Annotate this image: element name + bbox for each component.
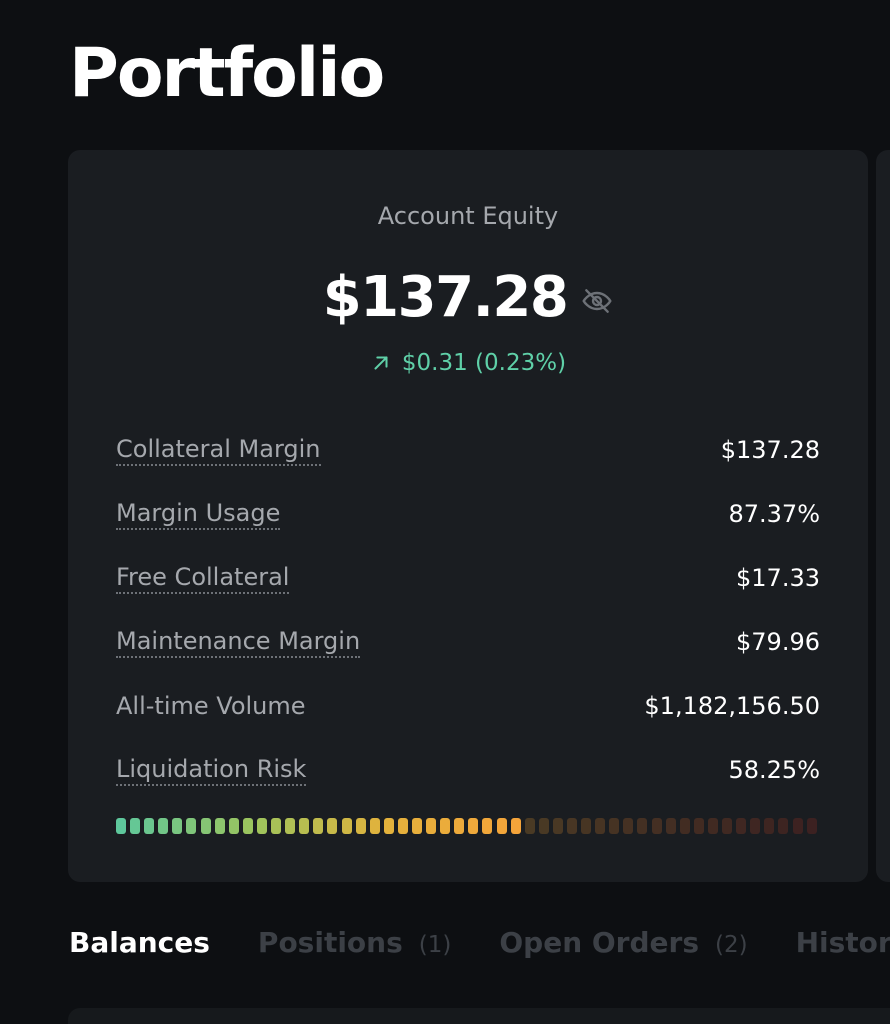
- risk-meter-segment: [397, 818, 408, 834]
- risk-meter-segment: [778, 818, 789, 834]
- risk-meter-segment: [440, 818, 451, 834]
- risk-meter-segment: [764, 818, 775, 834]
- equity-change-value: $0.31 (0.23%): [401, 350, 567, 376]
- tab-positions-label: Positions: [257, 926, 403, 959]
- risk-meter-segment: [341, 818, 352, 834]
- risk-meter-segment: [172, 818, 183, 834]
- tab-open-orders[interactable]: Open Orders (2): [499, 926, 747, 959]
- risk-meter-segment: [242, 818, 253, 834]
- risk-meter-segment: [750, 818, 761, 834]
- stat-value-margin-usage: 87.37%: [728, 500, 820, 528]
- risk-meter-segment: [411, 818, 422, 834]
- risk-meter-segment: [806, 818, 817, 834]
- stat-value-liquidation-risk: 58.25%: [728, 756, 820, 784]
- adjacent-card: [876, 150, 890, 882]
- account-equity-row: $137.28: [68, 262, 868, 334]
- risk-meter-segment: [299, 818, 310, 834]
- page-title: Portfolio: [69, 34, 385, 113]
- risk-meter-segment: [482, 818, 493, 834]
- tab-open-orders-label: Open Orders: [499, 926, 699, 959]
- stat-value-all-time-volume: $1,182,156.50: [644, 692, 820, 720]
- stat-row-maintenance-margin: Maintenance Margin $79.96: [116, 610, 820, 674]
- risk-meter-segment: [214, 818, 225, 834]
- account-equity-value: $137.28: [322, 265, 569, 330]
- arrow-up-right-icon: [370, 352, 392, 374]
- risk-meter-segment: [792, 818, 803, 834]
- tab-positions[interactable]: Positions (1): [258, 926, 451, 959]
- risk-meter-segment: [200, 818, 211, 834]
- risk-meter-segment: [285, 818, 296, 834]
- risk-meter-segment: [665, 818, 676, 834]
- stat-label-liquidation-risk[interactable]: Liquidation Risk: [116, 755, 307, 786]
- stat-value-collateral-margin: $137.28: [720, 436, 820, 464]
- stat-label-collateral-margin[interactable]: Collateral Margin: [116, 435, 321, 466]
- risk-meter-segment: [693, 818, 704, 834]
- stat-label-margin-usage[interactable]: Margin Usage: [116, 499, 281, 530]
- risk-meter-segment: [468, 818, 479, 834]
- risk-meter-segment: [595, 818, 606, 834]
- account-equity-label: Account Equity: [377, 202, 559, 230]
- risk-meter-segment: [144, 818, 155, 834]
- risk-meter-segment: [454, 818, 465, 834]
- risk-meter-segment: [186, 818, 197, 834]
- risk-meter-segment: [609, 818, 620, 834]
- tab-positions-count: (1): [418, 932, 452, 958]
- risk-meter-segment: [369, 818, 380, 834]
- portfolio-tabs: Balances Positions (1) Open Orders (2) H…: [69, 926, 890, 959]
- stat-label-free-collateral[interactable]: Free Collateral: [116, 563, 290, 594]
- risk-meter-segment: [623, 818, 634, 834]
- risk-meter-segment: [158, 818, 169, 834]
- risk-meter-segment: [651, 818, 662, 834]
- risk-meter-segment: [524, 818, 535, 834]
- risk-meter-segment: [538, 818, 549, 834]
- account-stats: Collateral Margin $137.28 Margin Usage 8…: [116, 418, 820, 802]
- tab-balances[interactable]: Balances: [69, 926, 210, 959]
- stat-label-all-time-volume: All-time Volume: [116, 692, 306, 720]
- eye-off-icon[interactable]: [581, 285, 613, 317]
- risk-meter-segment: [581, 818, 592, 834]
- stat-row-liquidation-risk: Liquidation Risk 58.25%: [116, 738, 820, 802]
- balances-panel: [68, 1008, 890, 1024]
- risk-meter-segment: [271, 818, 282, 834]
- risk-meter-segment: [116, 818, 126, 834]
- risk-meter-segment: [130, 818, 141, 834]
- tab-history-label: History: [795, 926, 890, 959]
- tab-history[interactable]: History: [796, 926, 890, 959]
- risk-meter-segment: [736, 818, 747, 834]
- liquidation-risk-meter: [116, 818, 817, 834]
- risk-meter-segment: [722, 818, 733, 834]
- risk-meter-segment: [679, 818, 690, 834]
- stat-row-all-time-volume: All-time Volume $1,182,156.50: [116, 674, 820, 738]
- risk-meter-segment: [228, 818, 239, 834]
- stat-row-collateral-margin: Collateral Margin $137.28: [116, 418, 820, 482]
- tab-open-orders-count: (2): [715, 932, 748, 958]
- risk-meter-segment: [383, 818, 394, 834]
- risk-meter-segment: [510, 818, 521, 834]
- stat-row-free-collateral: Free Collateral $17.33: [116, 546, 820, 610]
- risk-meter-segment: [552, 818, 563, 834]
- risk-meter-segment: [707, 818, 718, 834]
- risk-meter-segment: [256, 818, 267, 834]
- risk-meter-segment: [313, 818, 324, 834]
- risk-meter-segment: [496, 818, 507, 834]
- risk-meter-segment: [567, 818, 577, 834]
- risk-meter-segment: [327, 818, 338, 834]
- stat-value-free-collateral: $17.33: [736, 564, 820, 592]
- risk-meter-segment: [637, 818, 648, 834]
- stat-label-maintenance-margin[interactable]: Maintenance Margin: [116, 627, 361, 658]
- risk-meter-segment: [355, 818, 366, 834]
- account-equity-card: Account Equity $137.28 $0.31 (0.23%): [68, 150, 868, 882]
- stat-value-maintenance-margin: $79.96: [736, 628, 820, 656]
- equity-change: $0.31 (0.23%): [68, 350, 868, 376]
- tab-balances-label: Balances: [69, 926, 210, 959]
- risk-meter-segment: [426, 818, 437, 834]
- stat-row-margin-usage: Margin Usage 87.37%: [116, 482, 820, 546]
